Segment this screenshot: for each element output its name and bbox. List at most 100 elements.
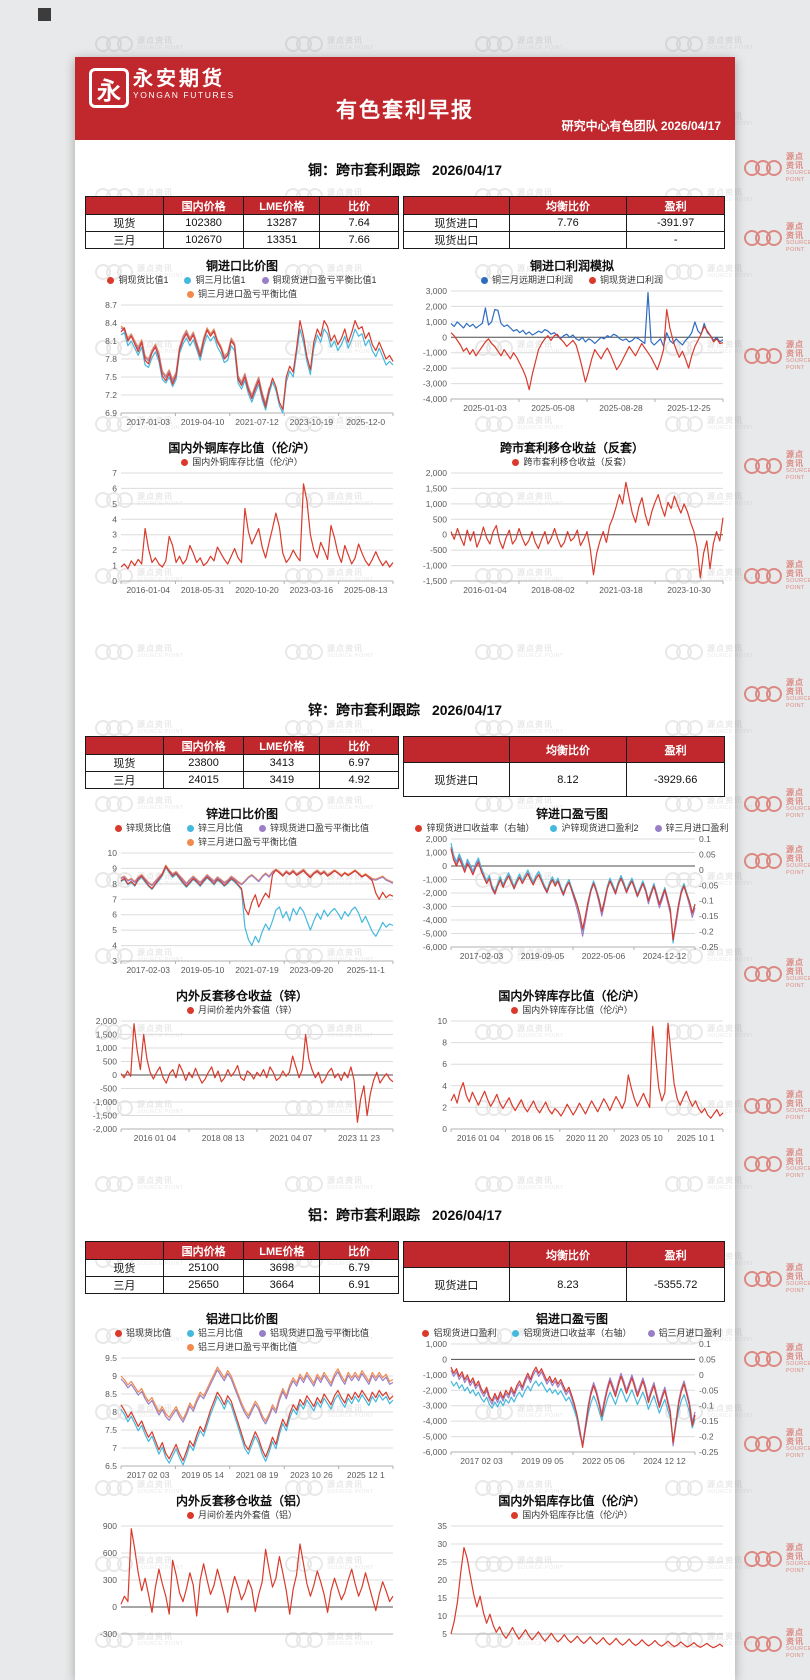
section-aluminum: 铝：跨市套利跟踪 2026/04/17 国内价格 LME价格 比价 现货 25100 3698…	[75, 1205, 735, 1650]
right-tick-label: -0.2	[699, 927, 714, 937]
y-tick-label: 300	[103, 1575, 117, 1585]
legend-item: 铝现货比值	[114, 1327, 171, 1340]
chart-legend: 月间价差内外套值（锌）	[81, 1004, 403, 1017]
y-tick-label: 0	[442, 332, 447, 342]
table-header-row: 国内价格 LME价格 比价	[85, 196, 400, 215]
table-header-cell: 均衡比价	[508, 196, 628, 215]
chart-内外反套移仓收益（铝）: 内外反套移仓收益（铝） 月间价差内外套值（铝） 900 600 300 0 -300	[81, 1492, 403, 1650]
y-tick-label: 0	[112, 1070, 117, 1080]
series-line	[450, 1380, 696, 1446]
table-header-row: 国内价格 LME价格 比价	[85, 1241, 400, 1260]
y-tick-label: 1,000	[426, 317, 448, 327]
y-tick-label: 6	[442, 1059, 447, 1069]
right-tick-label: -0.25	[699, 1447, 719, 1457]
table-cell: 三月	[85, 771, 164, 789]
x-tick-label: 2025 12 1	[347, 1470, 385, 1480]
table-header-cell: 国内价格	[162, 196, 245, 215]
legend-item: 铝三月进口盈利	[647, 1327, 722, 1340]
legend-marker-icon	[114, 825, 122, 832]
right-tick-label: -0.05	[699, 880, 719, 890]
table-cell: 6.91	[319, 1276, 400, 1294]
table-header-cell: 均衡比价	[508, 736, 628, 763]
y-tick-label: 1,000	[426, 499, 448, 509]
y-tick-label: -3,000	[423, 1401, 447, 1411]
table-header-cell	[85, 736, 164, 755]
y-tick-label: 8.1	[105, 336, 117, 346]
section-title-text: 铜：跨市套利跟踪	[307, 162, 420, 178]
legend-marker-icon	[261, 277, 269, 284]
x-tick-label: 2018 06 15	[511, 1133, 554, 1143]
chart-legend: 铝现货比值 铝三月比值 铝现货进口盈亏平衡比值 铝三月进口盈亏平衡比值	[81, 1327, 403, 1354]
chart-legend: 铝现货进口盈利 铝现货进口收益率（右轴） 铝三月进口盈利	[411, 1327, 733, 1340]
x-tick-label: 2019 05 14	[181, 1470, 224, 1480]
y-tick-label: 7	[112, 469, 117, 478]
x-tick-label: 2023-10-19	[290, 417, 334, 427]
chart-legend: 铜现货比值1 铜三月比值1 铜现货进口盈亏平衡比值1 铜三月进口盈亏平衡比值	[81, 274, 403, 301]
chart-canvas: 1,000 0 -1,000 -2,000 -3,000 -4,000 -5,000 -6,0…	[423, 1340, 719, 1466]
tables-row: 国内价格 LME价格 比价 现货 25100 3698 6.79 三月 25650 3664 6.9…	[75, 1241, 735, 1302]
chart-canvas: 35 30 25 20 15 10 5	[438, 1522, 724, 1649]
y-tick-label: 3	[112, 530, 117, 540]
x-tick-label: 2016-01-04	[126, 585, 170, 595]
charts-grid: 铜进口比价图 铜现货比值1 铜三月比值1 铜现货进口盈亏平衡比值1 铜三月进口盈亏平衡比…	[75, 257, 735, 597]
x-tick-label: 2017-01-03	[126, 417, 170, 427]
table-header-cell: 盈利	[626, 736, 725, 763]
series-line	[120, 867, 394, 947]
chart-legend: 锌现货比值 锌三月比值 锌现货进口盈亏平衡比值 锌三月进口盈亏平衡比值	[81, 822, 403, 849]
series-line	[450, 481, 724, 579]
y-tick-label: 1,500	[426, 483, 448, 493]
legend-item: 锌三月比值	[186, 822, 243, 835]
table-header-cell	[85, 196, 164, 215]
series-line	[450, 308, 724, 391]
y-tick-label: 5	[442, 1629, 447, 1639]
y-tick-label: -1,000	[423, 875, 447, 885]
legend-marker-icon	[186, 291, 194, 298]
table-cell: 现货进口	[403, 1267, 510, 1302]
logo-glyph: 永	[97, 77, 121, 105]
table-cell: 现货进口	[403, 762, 510, 797]
series-line	[120, 1369, 394, 1425]
legend-marker-icon	[186, 1344, 194, 1351]
chart-title: 铜进口利润模拟	[529, 259, 614, 273]
y-tick-label: 0	[442, 1354, 447, 1364]
chart-canvas: 2,000 1,500 1,000 500 0 -500 -1,000 -1,500 -2,00…	[93, 1017, 394, 1143]
y-tick-label: 20	[438, 1575, 448, 1585]
tables-row: 国内价格 LME价格 比价 现货 102380 13287 7.64 三月 102670 1335…	[75, 196, 735, 249]
series-line	[450, 291, 724, 348]
table-cell: 4.92	[319, 771, 400, 789]
chart-legend: 锌现货进口收益率（右轴） 沪锌现货进口盈利2 锌三月进口盈利	[411, 822, 733, 835]
legend-item: 月间价差内外套值（铝）	[186, 1509, 297, 1522]
legend-marker-icon	[186, 1330, 194, 1337]
legend-label: 铝三月进口盈亏平衡比值	[197, 1342, 297, 1352]
section-zinc: 锌：跨市套利跟踪 2026/04/17 国内价格 LME价格 比价 现货 23800 3413…	[75, 700, 735, 1145]
y-tick-label: 2	[442, 1102, 447, 1112]
legend-label: 铜现货进口盈亏平衡比值1	[272, 275, 377, 285]
legend-item: 锌现货比值	[114, 822, 171, 835]
right-tick-label: -0.1	[699, 896, 714, 906]
right-tick-label: -0.2	[699, 1432, 714, 1442]
series-line	[120, 320, 394, 411]
chart-title: 铜进口比价图	[205, 259, 278, 273]
table-body: 现货进口 8.23 -5355.72	[403, 1267, 725, 1302]
legend-label: 国内外锌库存比值（伦/沪）	[522, 1005, 633, 1015]
y-tick-label: 2,000	[426, 835, 448, 844]
table-header-cell	[85, 1241, 164, 1260]
y-tick-label: 8.5	[105, 1389, 117, 1399]
legend-item: 沪锌现货进口盈利2	[550, 822, 639, 835]
legend-item: 铜三月比值1	[184, 274, 246, 287]
y-tick-label: 6.5	[105, 1461, 117, 1471]
legend-label: 铜现货进口利润	[600, 275, 664, 285]
chart-铝进口比价图: 铝进口比价图 铝现货比值 铝三月比值 铝现货进口盈亏平衡比值 铝三月进口盈亏平衡比值 9.…	[81, 1310, 403, 1482]
legend-label: 铝三月进口盈利	[658, 1328, 722, 1338]
chart-国内外铝库存比值（伦/沪）: 国内外铝库存比值（伦/沪） 国内外铝库存比值（伦/沪） 35 30 25 20 15 10 5	[411, 1492, 733, 1650]
x-tick-label: 2019-04-10	[181, 417, 225, 427]
chart-canvas: 2,000 1,000 0 -1,000 -2,000 -3,000 -4,000 -5,00…	[423, 835, 719, 961]
table-row: 现货 102380 13287 7.64	[85, 214, 400, 232]
right-tick-label: 0	[699, 865, 704, 875]
table-cell: 现货出口	[403, 231, 510, 249]
table-header-cell: 均衡比价	[508, 1241, 628, 1268]
x-tick-label: 2021 04 07	[270, 1133, 313, 1143]
chart-title: 铝进口盈亏图	[535, 1312, 608, 1326]
table-cell: -391.97	[626, 214, 725, 232]
